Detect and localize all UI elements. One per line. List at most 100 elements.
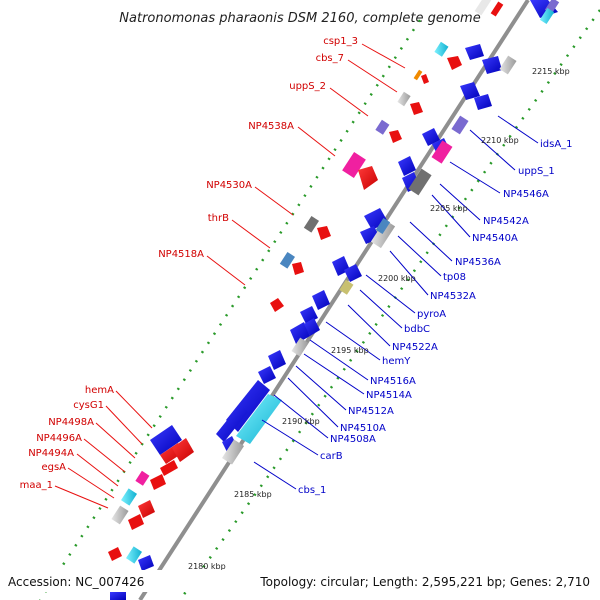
gene-label-csp1-3: csp1_3 (323, 36, 358, 47)
gene-arrow (290, 322, 310, 344)
gene-label-cbs-1: cbs_1 (298, 485, 326, 496)
gene-label-np4522a: NP4522A (392, 342, 438, 353)
gene-label-hemy: hemY (382, 356, 411, 367)
gene-arrow (398, 156, 416, 176)
gene-label-pyroa: pyroA (417, 309, 446, 320)
gene-label-np4496a: NP4496A (36, 433, 82, 444)
tick-label: 2205 kbp (430, 204, 468, 213)
gene-block (125, 546, 143, 564)
gene-arrow (358, 166, 378, 190)
gene-arrow (236, 394, 282, 444)
map-title: Natronomonas pharaonis DSM 2160, complet… (119, 11, 480, 26)
gene-arrow (447, 56, 462, 70)
topology-label: Topology: circular; Length: 2,595,221 bp… (259, 575, 590, 589)
gene-label-upps-2: uppS_2 (289, 81, 326, 92)
tick-label: 2195 kbp (331, 346, 369, 355)
gene-block (120, 488, 138, 506)
tick-label: 2210 kbp (481, 136, 519, 145)
right-labels: idsA_1 uppS_1 NP4546A NP4542A NP4540A NP… (298, 139, 573, 496)
gene-arrow (108, 547, 122, 561)
gene-label-np4542a: NP4542A (483, 216, 529, 227)
gene-block (413, 69, 423, 81)
gene-label-np4530a: NP4530A (206, 180, 252, 191)
tick-label: 2190 kbp (282, 417, 320, 426)
gene-arrow (317, 226, 331, 240)
gene-arrow (160, 460, 178, 476)
gene-block (339, 279, 354, 295)
gene-label-np4514a: NP4514A (366, 390, 412, 401)
gene-label-cysg1: cysG1 (73, 400, 104, 411)
gene-arrow (128, 514, 144, 530)
gene-label-np4540a: NP4540A (472, 233, 518, 244)
gene-block (291, 337, 309, 357)
gene-block (408, 168, 432, 196)
gene-label-hema: hemA (85, 385, 114, 396)
left-strand-genes (108, 0, 504, 600)
gene-label-np4508a: NP4508A (330, 434, 376, 445)
gene-block (370, 219, 396, 249)
gene-block (434, 41, 449, 57)
right-strand-genes (216, 0, 560, 465)
tick-label: 2185 kbp (234, 490, 272, 499)
gene-label-cbs-7: cbs_7 (316, 53, 344, 64)
gene-block (397, 91, 411, 107)
gene-label-bdbc: bdbC (404, 324, 430, 335)
gene-arrow (465, 44, 484, 60)
gene-arrow (138, 500, 155, 518)
gene-block (431, 140, 453, 164)
gene-label-np4510a: NP4510A (340, 423, 386, 434)
gene-label-np4532a: NP4532A (430, 291, 476, 302)
right-dotted-track (178, 9, 600, 600)
footer-bg (0, 570, 600, 592)
gene-label-np4536a: NP4536A (455, 257, 501, 268)
gene-block (303, 215, 320, 233)
gene-label-np4518a: NP4518A (158, 249, 204, 260)
gene-arrow (474, 94, 492, 110)
gene-arrow (292, 262, 304, 275)
gene-label-maa-1: maa_1 (20, 480, 53, 491)
gene-label-np4498a: NP4498A (48, 417, 94, 428)
right-connectors (253, 115, 539, 490)
gene-label-np4512a: NP4512A (348, 406, 394, 417)
gene-arrow (460, 82, 480, 100)
gene-block (110, 592, 126, 600)
gene-arrow (482, 56, 502, 74)
gene-arrow (410, 102, 423, 115)
gene-label-tp08: tp08 (443, 272, 466, 283)
gene-block (539, 7, 555, 25)
left-labels: csp1_3 cbs_7 uppS_2 NP4538A NP4530A thrB… (20, 36, 358, 491)
gene-block (451, 115, 469, 135)
gene-label-carb: carB (320, 451, 343, 462)
gene-block (221, 439, 245, 465)
gene-block (279, 251, 296, 269)
gene-arrow (421, 74, 429, 84)
gene-block (490, 1, 504, 17)
tick-label: 2180 kbp (188, 562, 226, 571)
gene-label-np4494a: NP4494A (28, 448, 74, 459)
gene-block (375, 217, 391, 235)
left-connectors (54, 43, 406, 509)
gene-label-idsa-1: idsA_1 (540, 139, 573, 150)
tick-label: 2215 kbp (532, 67, 570, 76)
gene-arrow (268, 350, 286, 370)
gene-block (342, 151, 366, 179)
gene-arrow (216, 404, 248, 442)
gene-label-np4546a: NP4546A (503, 189, 549, 200)
gene-block (135, 470, 150, 486)
gene-label-egsa: egsA (41, 462, 66, 473)
gene-arrow (389, 130, 402, 143)
gene-arrow (138, 555, 154, 571)
gene-block (499, 55, 517, 75)
gene-block (111, 505, 129, 525)
gene-arrow (312, 290, 330, 310)
left-dotted-track (38, 19, 422, 600)
gene-arrow (150, 474, 166, 490)
gene-label-np4538a: NP4538A (248, 121, 294, 132)
gene-block (474, 0, 494, 16)
gene-arrow (304, 318, 320, 336)
gene-arrow (422, 128, 440, 146)
accession-label: Accession: NC_007426 (8, 575, 144, 589)
gene-arrow (150, 425, 182, 455)
gene-label-thrb: thrB (208, 213, 229, 224)
